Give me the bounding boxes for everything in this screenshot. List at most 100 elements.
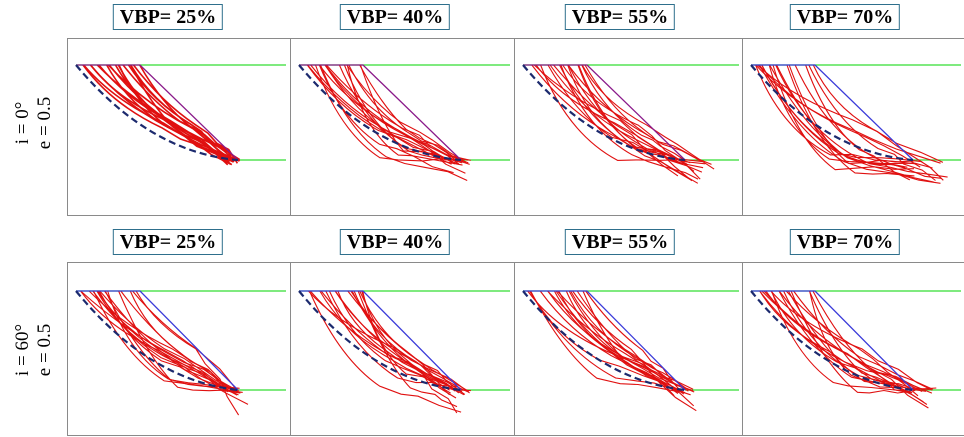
failure-surface bbox=[808, 290, 911, 394]
slope-panel bbox=[514, 38, 744, 216]
failure-surface bbox=[359, 290, 470, 392]
panel-title: VBP= 40% bbox=[339, 4, 451, 30]
failure-surface bbox=[809, 290, 913, 394]
failure-surface bbox=[320, 290, 466, 395]
slope-scene bbox=[750, 64, 961, 184]
failure-surface bbox=[772, 64, 915, 171]
critical-slip-surface bbox=[750, 290, 914, 392]
critical-slip-surface bbox=[75, 290, 239, 392]
critical-slip-surface bbox=[522, 290, 686, 392]
failure-surface bbox=[318, 64, 466, 174]
failure-surface bbox=[346, 64, 467, 163]
failure-surface bbox=[343, 64, 460, 161]
slope-boundary bbox=[76, 64, 239, 161]
failure-surface bbox=[565, 290, 694, 392]
panel-title: VBP= 55% bbox=[564, 4, 676, 30]
slope-panel bbox=[742, 262, 964, 436]
failure-surface bbox=[549, 64, 691, 164]
failure-surface bbox=[562, 64, 695, 172]
failure-surface bbox=[132, 290, 239, 393]
failure-surface bbox=[570, 290, 694, 390]
row-label-void-ratio: e = 0.5 bbox=[34, 323, 55, 376]
slope-scene bbox=[298, 64, 510, 181]
slope-scene bbox=[75, 64, 286, 166]
failure-surface bbox=[132, 64, 239, 164]
failure-surface bbox=[567, 64, 699, 184]
slope-panel bbox=[67, 262, 291, 436]
critical-slip-surface bbox=[750, 64, 914, 162]
failure-surface bbox=[581, 64, 715, 170]
failure-surface bbox=[314, 64, 466, 163]
failure-surface bbox=[139, 64, 235, 163]
failure-surface bbox=[770, 290, 909, 393]
failure-surface bbox=[771, 290, 906, 392]
critical-slip-surface bbox=[75, 64, 239, 162]
failure-surface bbox=[90, 64, 227, 161]
panel-title: VBP= 40% bbox=[339, 229, 451, 255]
failure-surface bbox=[308, 290, 462, 413]
slope-scene bbox=[75, 290, 286, 416]
slope-boundary bbox=[299, 290, 462, 391]
failure-surface bbox=[581, 64, 686, 161]
slope-panel bbox=[290, 38, 515, 216]
panel-title: VBP= 70% bbox=[789, 229, 901, 255]
failure-surface bbox=[582, 290, 686, 394]
failure-surface bbox=[790, 290, 916, 394]
failure-surface bbox=[324, 64, 471, 161]
failure-surface bbox=[325, 290, 471, 392]
failure-surface bbox=[547, 64, 688, 165]
failure-surface bbox=[558, 290, 675, 397]
slope-panel bbox=[742, 38, 964, 216]
panel-title: VBP= 70% bbox=[789, 4, 901, 30]
slope-scene bbox=[522, 64, 739, 184]
failure-surface bbox=[135, 290, 240, 416]
panel-title: VBP= 25% bbox=[112, 4, 224, 30]
failure-surface bbox=[808, 64, 936, 181]
failure-surface bbox=[82, 64, 234, 163]
failure-surface bbox=[319, 64, 468, 181]
failure-surface bbox=[324, 64, 452, 165]
failure-surface bbox=[568, 290, 685, 395]
failure-surface bbox=[328, 290, 451, 394]
critical-slip-surface bbox=[522, 64, 686, 162]
slope-panel bbox=[290, 262, 515, 436]
failure-surface bbox=[778, 290, 933, 394]
failure-surface bbox=[576, 290, 688, 390]
failure-surface bbox=[326, 64, 460, 165]
failure-surface bbox=[560, 64, 699, 180]
slope-boundary bbox=[76, 290, 239, 391]
failure-surface bbox=[763, 290, 924, 391]
failure-surface bbox=[786, 64, 915, 177]
failure-surface bbox=[531, 64, 691, 181]
failure-surface bbox=[577, 64, 706, 165]
failure-surface bbox=[775, 64, 948, 178]
failure-surface bbox=[319, 290, 465, 396]
failure-surface bbox=[334, 290, 460, 394]
failure-surface bbox=[306, 64, 455, 165]
failure-surface bbox=[776, 64, 934, 183]
failure-surface bbox=[307, 64, 463, 164]
row-label-angle: i = 60° bbox=[12, 323, 33, 376]
failure-surface bbox=[761, 64, 923, 163]
slope-boundary bbox=[523, 64, 686, 161]
failure-surface bbox=[540, 64, 704, 163]
failure-surface bbox=[758, 64, 921, 168]
failure-surface bbox=[812, 290, 924, 403]
slope-panel bbox=[67, 38, 291, 216]
failure-surface bbox=[547, 290, 697, 412]
slope-boundary bbox=[751, 290, 914, 391]
critical-slip-surface bbox=[298, 64, 462, 162]
failure-surface bbox=[318, 64, 454, 174]
panel-title: VBP= 55% bbox=[564, 229, 676, 255]
failure-surface bbox=[80, 290, 238, 396]
failure-surface bbox=[97, 290, 236, 391]
row-label-angle: i = 0° bbox=[12, 101, 33, 144]
failure-surface bbox=[96, 290, 229, 393]
failure-surface bbox=[350, 290, 450, 391]
row-label: i = 60° e = 0.5 bbox=[2, 262, 66, 437]
slope-boundary bbox=[299, 64, 462, 161]
failure-surface bbox=[567, 64, 701, 162]
slope-panel bbox=[514, 262, 744, 436]
panel-title: VBP= 25% bbox=[112, 229, 224, 255]
failure-surface bbox=[118, 290, 241, 394]
